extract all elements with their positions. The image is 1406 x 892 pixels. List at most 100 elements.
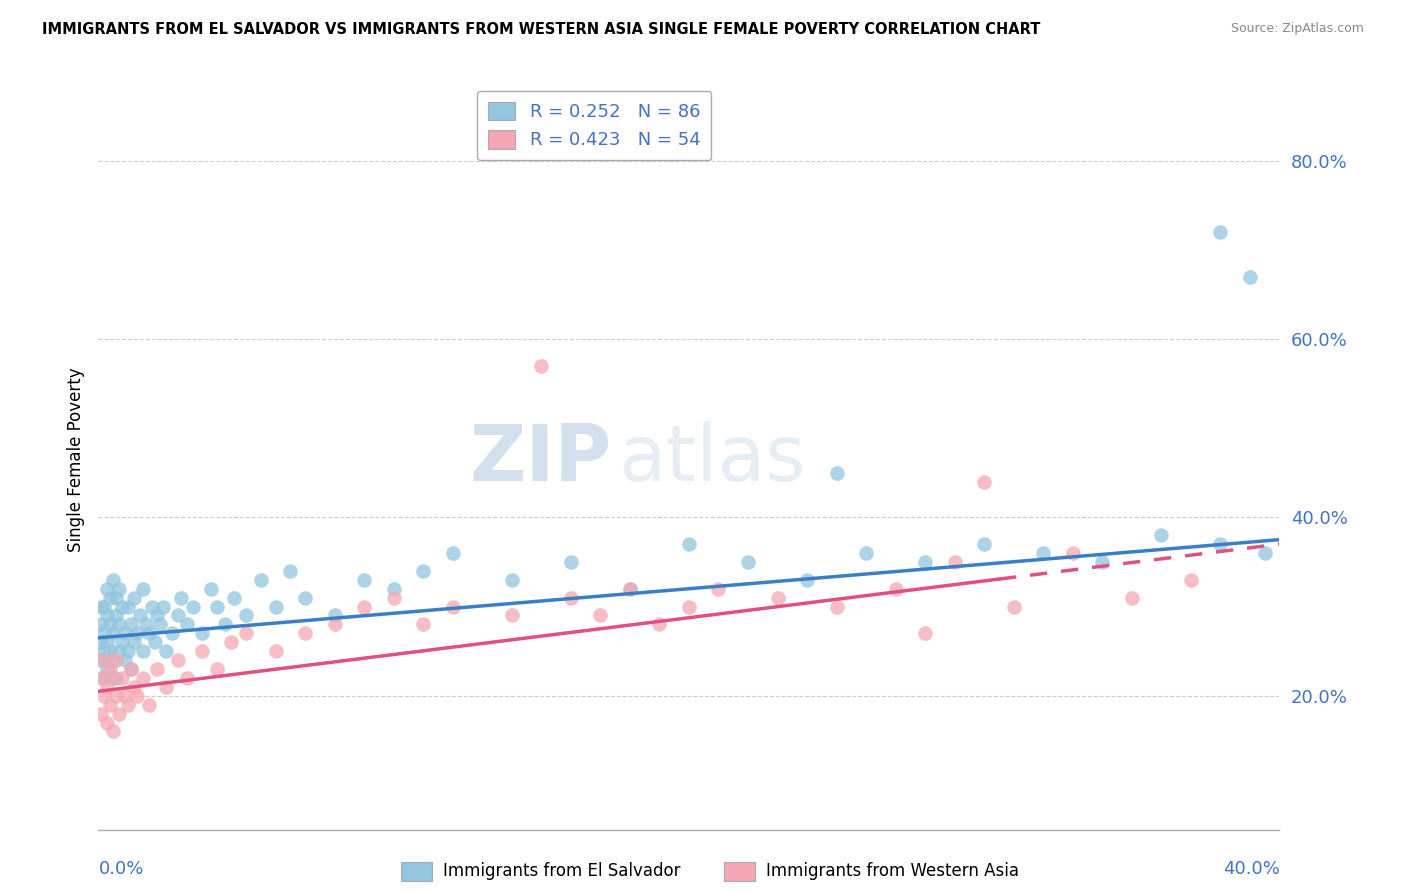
Point [1254,546,1277,560]
Point [167,653,190,667]
Point [155,644,177,658]
Point [90,671,112,685]
Point [412,617,434,632]
Point [128,608,150,623]
Point [1032,546,1054,560]
Point [105,591,128,605]
Point [176,671,198,685]
Point [560,555,582,569]
Text: Source: ZipAtlas.com: Source: ZipAtlas.com [1230,22,1364,36]
Point [96,715,118,730]
Point [205,599,228,614]
Point [93,626,115,640]
Point [155,680,177,694]
Point [111,599,134,614]
Point [353,599,375,614]
Point [1121,591,1143,605]
Point [914,555,936,569]
Point [90,617,112,632]
Point [108,644,131,658]
Point [146,608,169,623]
Point [90,599,112,614]
Point [125,689,148,703]
Point [96,680,118,694]
Point [914,626,936,640]
Point [120,662,142,676]
Point [103,724,125,739]
Point [117,698,139,712]
Point [98,591,121,605]
Text: Immigrants from Western Asia: Immigrants from Western Asia [766,863,1019,880]
Point [1298,439,1320,453]
Point [90,706,112,721]
Point [138,626,160,640]
Point [108,706,131,721]
Point [96,608,118,623]
Point [250,573,273,587]
Point [120,662,142,676]
Point [122,591,145,605]
Point [501,573,523,587]
Point [1327,457,1350,471]
Point [105,653,128,667]
Point [678,599,700,614]
Point [170,591,193,605]
Point [167,608,190,623]
Point [825,466,848,480]
Point [98,617,121,632]
Point [98,698,121,712]
Point [323,608,346,623]
Point [114,626,136,640]
Text: 0.0%: 0.0% [98,860,143,878]
Point [382,582,405,596]
Text: ZIP: ZIP [470,421,612,498]
Point [441,546,464,560]
Point [191,644,214,658]
Point [678,537,700,551]
Point [560,591,582,605]
Point [181,599,204,614]
Point [146,662,169,676]
Point [132,582,155,596]
Point [221,635,243,649]
Point [96,635,118,649]
Point [796,573,818,587]
Point [619,582,641,596]
Point [93,671,115,685]
Point [1180,573,1202,587]
Point [149,617,172,632]
Point [117,644,139,658]
Legend: R = 0.252   N = 86, R = 0.423   N = 54: R = 0.252 N = 86, R = 0.423 N = 54 [478,91,711,161]
Point [114,653,136,667]
Point [619,582,641,596]
Point [205,662,228,676]
Point [214,617,236,632]
Point [1062,546,1084,560]
Point [1209,225,1232,239]
Point [98,644,121,658]
Point [132,644,155,658]
Point [264,644,287,658]
Point [353,573,375,587]
Point [737,555,759,569]
Point [143,635,166,649]
Point [138,698,160,712]
Point [224,591,246,605]
Point [90,653,112,667]
Point [108,617,131,632]
Point [382,591,405,605]
Point [103,671,125,685]
Point [135,617,157,632]
Text: atlas: atlas [619,421,806,498]
Point [191,626,214,640]
Point [1239,269,1261,284]
Point [1209,537,1232,551]
Point [648,617,671,632]
Point [93,689,115,703]
Point [1150,528,1173,542]
Point [766,591,789,605]
Point [294,626,316,640]
Point [441,599,464,614]
Point [501,608,523,623]
Point [96,662,118,676]
